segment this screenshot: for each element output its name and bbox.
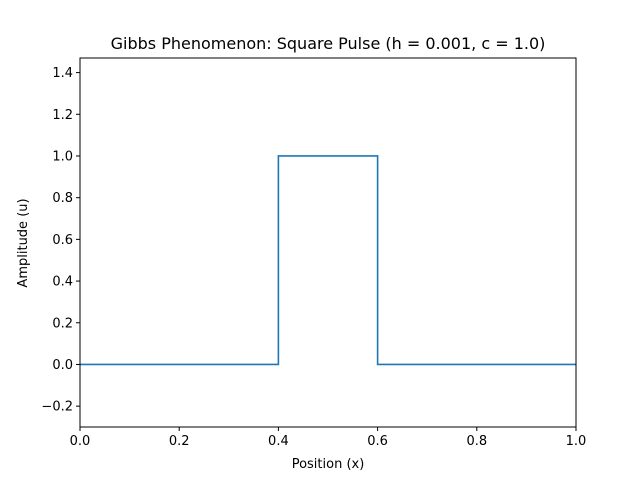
y-tick-label: 0.6 — [52, 233, 73, 248]
x-tick-label: 0.6 — [367, 434, 388, 449]
y-tick-label: 0.0 — [52, 358, 73, 373]
axes-frame — [79, 57, 577, 428]
plot-area — [80, 155, 576, 366]
x-tick-label: 0.4 — [268, 434, 289, 449]
y-tick-label: 0.8 — [52, 191, 73, 206]
y-tick-label: −0.2 — [41, 400, 73, 415]
x-tick-label: 0.0 — [70, 434, 91, 449]
axes: 0.0 0.2 0.4 0.6 0.8 1.0 −0.2 0.0 0.2 0.4 0.6 0.8 1.0… — [41, 57, 587, 449]
y-tick-label: 1.2 — [52, 108, 73, 123]
series-line-1 — [80, 155, 576, 366]
x-axis-label: Position (x) — [292, 457, 365, 472]
x-tick-label: 0.8 — [466, 434, 487, 449]
x-tick-label: 1.0 — [566, 434, 587, 449]
y-tick-label: 1.4 — [52, 66, 73, 81]
y-tick-label: 0.2 — [52, 316, 73, 331]
x-tick-label: 0.2 — [169, 434, 190, 449]
y-tick-label: 1.0 — [52, 149, 73, 164]
chart-title: Gibbs Phenomenon: Square Pulse (h = 0.00… — [111, 34, 546, 53]
y-tick-label: 0.4 — [52, 275, 73, 290]
y-axis-label: Amplitude (u) — [16, 198, 31, 287]
